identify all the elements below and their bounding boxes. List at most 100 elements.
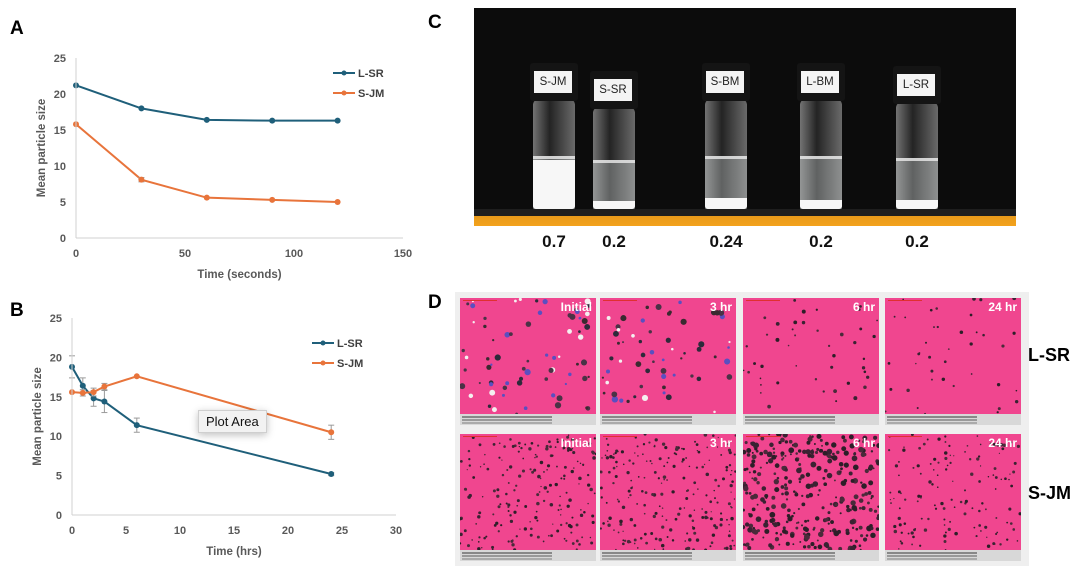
particle	[683, 351, 686, 355]
particle	[660, 543, 665, 548]
y-tick-label: 25	[50, 313, 62, 325]
particle	[714, 478, 718, 482]
chart-a-plot-area[interactable]	[73, 82, 341, 205]
particle	[996, 531, 999, 534]
particle	[460, 459, 463, 463]
particle	[816, 329, 819, 332]
particle	[571, 438, 575, 442]
particle	[804, 534, 810, 541]
particle	[846, 381, 851, 385]
particle	[727, 534, 731, 538]
particle	[944, 531, 947, 534]
particle	[859, 548, 862, 550]
particle	[1000, 478, 1003, 481]
particle	[728, 463, 732, 467]
particle	[478, 511, 482, 515]
particle	[812, 481, 819, 487]
particle	[534, 456, 536, 459]
particle	[757, 472, 762, 477]
particle	[917, 494, 921, 498]
particle	[747, 370, 750, 374]
particle	[872, 443, 876, 447]
particle	[719, 523, 723, 527]
particle	[801, 320, 806, 325]
particle	[830, 520, 834, 524]
particle	[695, 466, 699, 469]
chart-b-plot-area[interactable]	[69, 355, 335, 478]
data-point-s-jm	[79, 389, 86, 396]
particle	[591, 520, 595, 525]
particle	[726, 374, 733, 380]
particle	[489, 382, 494, 387]
micrograph-image: 3 hr	[600, 298, 736, 414]
particle	[893, 315, 896, 318]
micrograph-caption	[887, 416, 977, 418]
particle	[775, 337, 780, 342]
particle	[753, 442, 760, 448]
particle	[919, 472, 922, 475]
particle	[515, 535, 518, 538]
y-axis-label: Mean particle size	[36, 99, 48, 197]
particle	[571, 542, 575, 545]
particle	[900, 541, 904, 545]
particle	[491, 545, 495, 549]
particle	[769, 442, 774, 448]
particle	[829, 502, 833, 506]
vial-label: S-JM	[534, 71, 572, 93]
particle	[989, 442, 992, 445]
particle	[522, 457, 525, 460]
particle	[606, 369, 611, 374]
particle	[1012, 298, 1017, 301]
particle	[693, 481, 697, 485]
particle	[566, 447, 571, 451]
particle	[605, 437, 608, 440]
particle	[602, 522, 605, 525]
particle	[805, 494, 810, 499]
particle	[500, 524, 503, 527]
particle	[662, 385, 666, 390]
particle	[980, 530, 982, 532]
particle	[809, 449, 815, 455]
particle	[579, 513, 584, 517]
plot-area-tooltip: Plot Area	[198, 410, 267, 433]
particle	[648, 441, 651, 444]
particle	[835, 496, 838, 499]
particle	[839, 512, 842, 515]
particle	[964, 451, 966, 453]
particle	[461, 348, 465, 353]
particle	[760, 436, 765, 441]
particle	[922, 442, 926, 446]
particle	[743, 481, 747, 485]
particle	[571, 516, 574, 519]
particle	[943, 534, 947, 538]
particle	[534, 453, 537, 456]
particle	[546, 469, 548, 471]
particle	[771, 504, 776, 510]
particle	[812, 528, 815, 531]
particle	[535, 299, 539, 303]
particle	[521, 366, 526, 371]
particle	[731, 539, 734, 542]
particle	[558, 504, 561, 507]
vial-glass	[705, 99, 747, 209]
particle	[636, 445, 639, 448]
particle	[923, 528, 928, 532]
particle	[728, 340, 731, 344]
particle	[807, 519, 810, 522]
particle	[822, 450, 828, 456]
particle	[622, 530, 624, 532]
particle	[802, 449, 807, 455]
particle	[651, 492, 655, 496]
particle	[644, 491, 648, 495]
particle	[762, 536, 765, 539]
particle	[728, 451, 732, 455]
particle	[978, 509, 981, 513]
particle	[860, 534, 864, 538]
particle	[714, 497, 716, 500]
particle	[894, 464, 899, 468]
particle	[571, 449, 573, 451]
particle	[517, 441, 521, 445]
particle	[653, 548, 656, 550]
particle	[763, 522, 769, 528]
vial-l-bm: L-BM	[797, 63, 845, 209]
